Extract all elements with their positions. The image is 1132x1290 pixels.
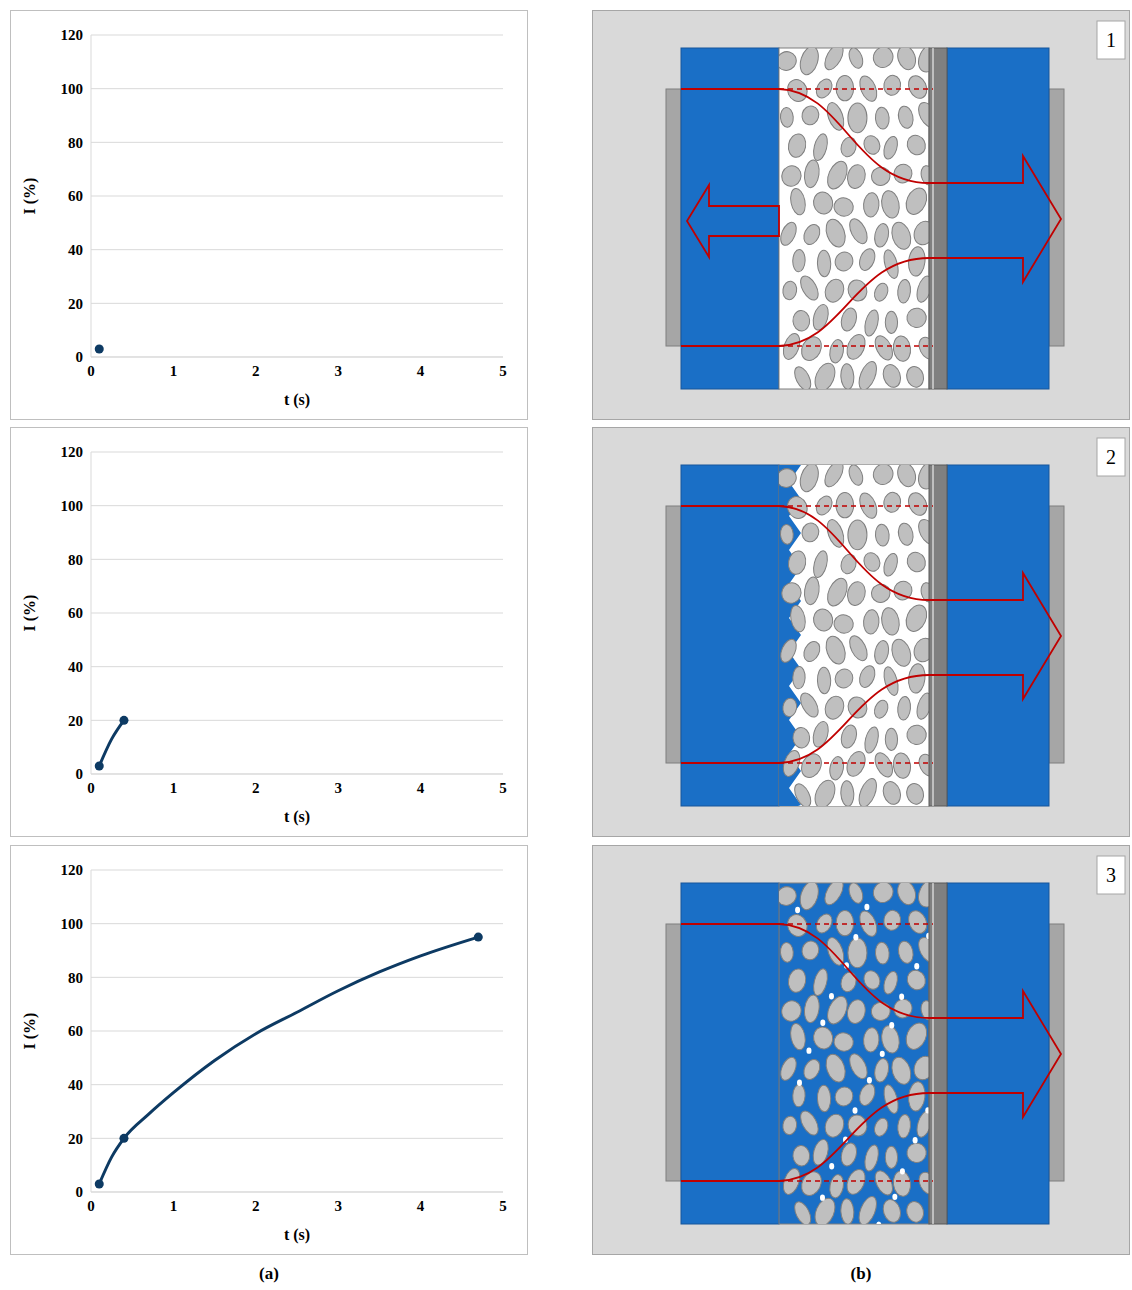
- svg-text:3: 3: [1106, 864, 1116, 886]
- svg-text:60: 60: [68, 188, 83, 204]
- svg-text:0: 0: [87, 780, 95, 796]
- svg-text:120: 120: [61, 444, 84, 460]
- svg-text:I (%): I (%): [21, 595, 39, 632]
- svg-text:1: 1: [1106, 29, 1116, 51]
- svg-text:100: 100: [61, 498, 84, 514]
- svg-text:20: 20: [68, 296, 83, 312]
- svg-text:4: 4: [417, 1198, 425, 1214]
- svg-text:80: 80: [68, 970, 83, 986]
- svg-text:I (%): I (%): [21, 178, 39, 215]
- svg-text:40: 40: [68, 1077, 83, 1093]
- svg-text:20: 20: [68, 713, 83, 729]
- svg-text:0: 0: [76, 349, 84, 365]
- svg-text:3: 3: [334, 780, 342, 796]
- svg-text:60: 60: [68, 1023, 83, 1039]
- svg-text:t (s): t (s): [284, 391, 310, 409]
- svg-text:4: 4: [417, 780, 425, 796]
- svg-text:3: 3: [334, 363, 342, 379]
- svg-text:5: 5: [499, 1198, 507, 1214]
- svg-text:0: 0: [76, 1184, 84, 1200]
- svg-text:I (%): I (%): [21, 1013, 39, 1050]
- svg-text:120: 120: [61, 862, 84, 878]
- svg-text:60: 60: [68, 605, 83, 621]
- svg-text:80: 80: [68, 135, 83, 151]
- svg-text:0: 0: [87, 363, 95, 379]
- svg-text:1: 1: [170, 363, 178, 379]
- svg-text:t (s): t (s): [284, 1226, 310, 1244]
- svg-text:4: 4: [417, 363, 425, 379]
- svg-text:t (s): t (s): [284, 808, 310, 826]
- svg-text:2: 2: [252, 363, 259, 379]
- svg-text:120: 120: [61, 27, 84, 43]
- svg-text:1: 1: [170, 1198, 178, 1214]
- svg-text:1: 1: [170, 780, 178, 796]
- svg-text:40: 40: [68, 242, 83, 258]
- svg-text:100: 100: [61, 916, 84, 932]
- svg-text:5: 5: [499, 363, 507, 379]
- svg-text:40: 40: [68, 659, 83, 675]
- svg-text:0: 0: [87, 1198, 95, 1214]
- svg-text:3: 3: [334, 1198, 342, 1214]
- svg-text:5: 5: [499, 780, 507, 796]
- svg-text:20: 20: [68, 1131, 83, 1147]
- html-text:(a): (a): [259, 1264, 279, 1283]
- svg-text:80: 80: [68, 552, 83, 568]
- html-text:(b): (b): [850, 1264, 872, 1283]
- svg-text:0: 0: [76, 766, 84, 782]
- svg-text:2: 2: [1106, 446, 1116, 468]
- svg-text:100: 100: [61, 81, 84, 97]
- svg-text:2: 2: [252, 780, 259, 796]
- svg-text:2: 2: [252, 1198, 259, 1214]
